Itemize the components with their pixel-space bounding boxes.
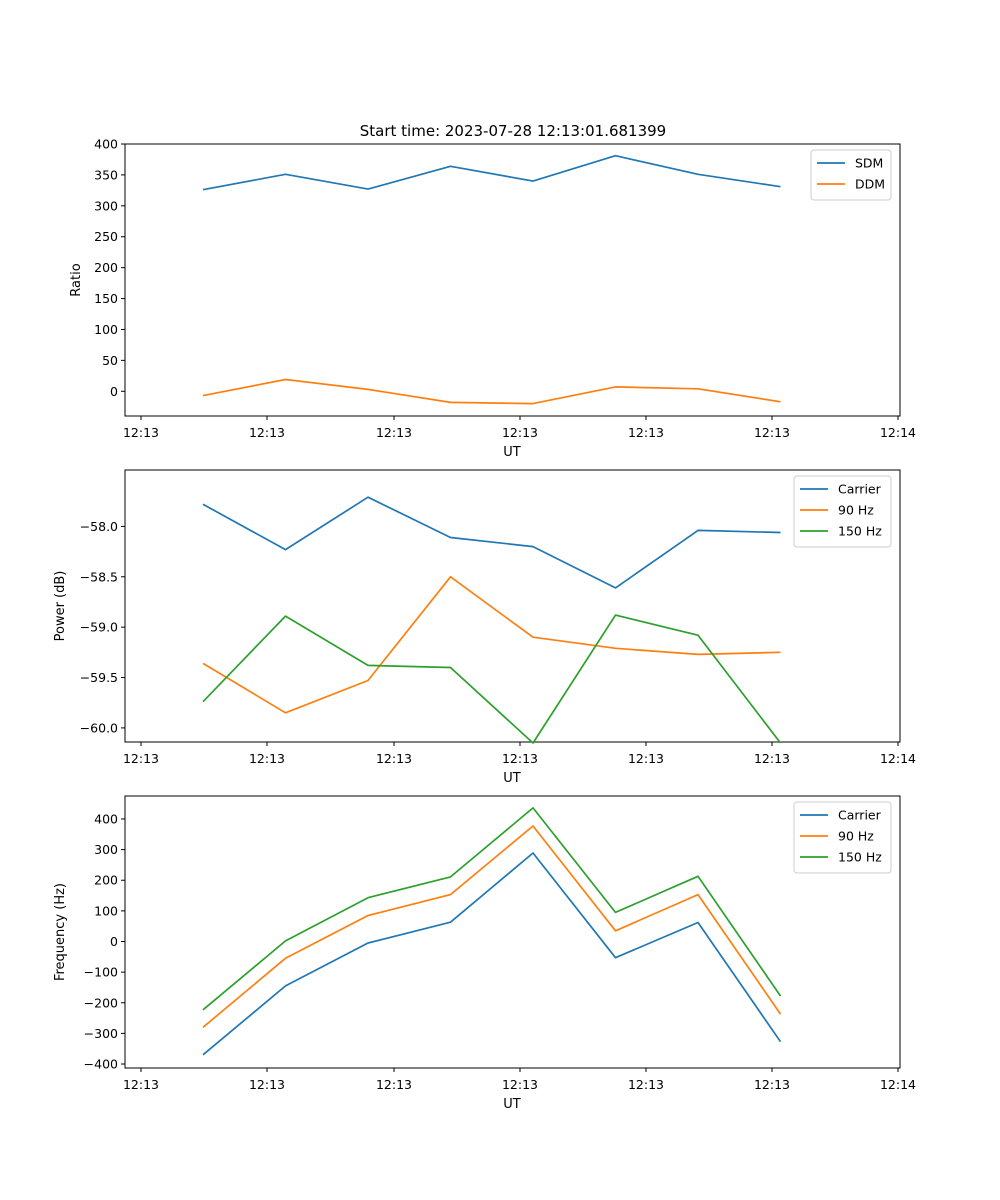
x-tick-label: 12:13 — [249, 1077, 285, 1092]
legend-label: 90 Hz — [838, 829, 874, 844]
x-tick-label: 12:13 — [754, 425, 790, 440]
y-tick-label: 0 — [110, 384, 118, 399]
y-tick-label: −58.5 — [80, 569, 118, 584]
legend-label: 150 Hz — [838, 524, 882, 539]
chart-panel-2: −60.0 −59.5 −59.0 −58.5 −58.0 12:13 12:13 12:13… — [53, 469, 916, 786]
legend-box — [793, 475, 892, 548]
y-tick-label: 200 — [94, 260, 118, 275]
x-axis-label: UT — [503, 1097, 521, 1112]
chart-panel-3: −400 −300 −200 −100 0 100 200 300 400 12:13 12:13 1… — [53, 795, 916, 1112]
x-axis-label: UT — [503, 445, 521, 460]
x-tick-label: 12:14 — [880, 425, 916, 440]
x-tick-label: 12:14 — [880, 1077, 916, 1092]
series-line-90-hz — [202, 575, 781, 714]
chart-panel-1: 0 50 100 150 200 250 300 350 400 12:13 12:13 12:13 1… — [69, 137, 916, 461]
legend-label: DDM — [855, 177, 885, 192]
series-line-150-hz — [202, 614, 782, 744]
legend-box — [793, 801, 892, 874]
series-line-90-hz — [202, 825, 782, 1028]
y-tick-label: −300 — [84, 1026, 118, 1041]
y-tick-label: −59.0 — [80, 620, 118, 635]
x-tick-label: 12:13 — [376, 425, 412, 440]
y-tick-label: −58.0 — [80, 519, 118, 534]
y-tick-label: 400 — [94, 137, 118, 152]
x-tick-label: 12:13 — [628, 1077, 664, 1092]
legend: SDM DDM — [810, 149, 892, 201]
y-tick-label: 350 — [94, 167, 118, 182]
legend-label: SDM — [855, 156, 883, 171]
axes-frame — [124, 143, 901, 417]
x-tick-label: 12:13 — [123, 425, 159, 440]
series-line-carrier — [202, 852, 782, 1056]
x-tick-label: 12:13 — [249, 425, 285, 440]
x-tick-label: 12:13 — [376, 1077, 412, 1092]
series-line-ddm — [202, 378, 781, 405]
legend: Carrier 90 Hz 150 Hz — [793, 475, 892, 548]
x-axis-label: UT — [503, 771, 521, 786]
y-tick-label: 250 — [94, 229, 118, 244]
y-tick-label: 300 — [94, 198, 118, 213]
axes-frame — [124, 795, 901, 1069]
y-tick-label: −59.5 — [80, 670, 118, 685]
x-tick-label: 12:13 — [502, 751, 538, 766]
x-tick-label: 12:13 — [502, 1077, 538, 1092]
y-tick-label: 150 — [94, 291, 118, 306]
series-line-carrier — [202, 496, 781, 589]
y-tick-label: 0 — [110, 934, 118, 949]
series-line-150-hz — [202, 807, 782, 1011]
y-axis-label: Ratio — [69, 263, 84, 296]
y-tick-label: 100 — [94, 903, 118, 918]
legend-label: Carrier — [838, 482, 882, 497]
y-tick-label: 300 — [94, 842, 118, 857]
x-tick-label: 12:13 — [754, 1077, 790, 1092]
x-tick-label: 12:13 — [376, 751, 412, 766]
y-tick-label: 200 — [94, 873, 118, 888]
legend: Carrier 90 Hz 150 Hz — [793, 801, 892, 874]
axes-frame — [124, 469, 901, 743]
y-tick-label: 50 — [102, 353, 118, 368]
y-tick-label: −60.0 — [80, 720, 118, 735]
x-tick-label: 12:13 — [628, 425, 664, 440]
x-tick-label: 12:13 — [123, 751, 159, 766]
y-axis-label: Frequency (Hz) — [53, 883, 68, 981]
legend-label: Carrier — [838, 808, 882, 823]
legend-label: 150 Hz — [838, 850, 882, 865]
y-tick-label: 100 — [94, 322, 118, 337]
y-tick-label: −100 — [84, 965, 118, 980]
figure-title: Start time: 2023-07-28 12:13:01.681399 — [360, 122, 666, 140]
y-tick-label: −400 — [84, 1057, 118, 1072]
y-axis-label: Power (dB) — [53, 571, 68, 642]
x-tick-label: 12:13 — [754, 751, 790, 766]
y-tick-label: −200 — [84, 995, 118, 1010]
x-tick-label: 12:13 — [249, 751, 285, 766]
x-tick-label: 12:14 — [880, 751, 916, 766]
x-tick-label: 12:13 — [628, 751, 664, 766]
x-tick-label: 12:13 — [502, 425, 538, 440]
series-line-sdm — [202, 154, 781, 191]
y-tick-label: 400 — [94, 811, 118, 826]
legend-label: 90 Hz — [838, 503, 874, 518]
x-tick-label: 12:13 — [123, 1077, 159, 1092]
